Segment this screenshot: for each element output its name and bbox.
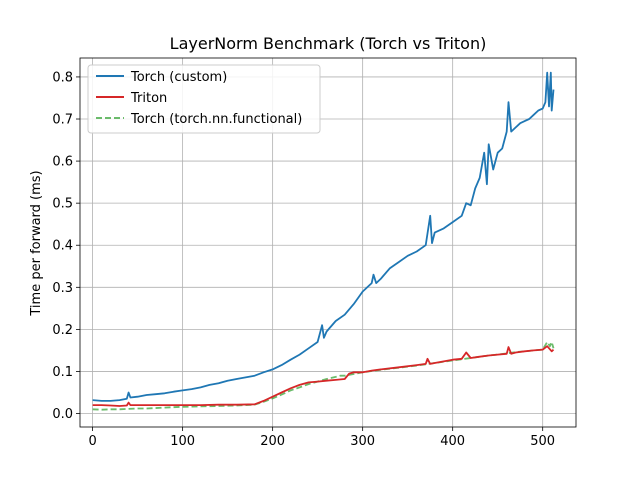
x-tick-label: 500	[530, 434, 555, 449]
plot-frame	[79, 57, 577, 428]
x-axis-ticks: 0 100 200 300 400 500	[88, 427, 555, 449]
y-axis-label: Time per forward (ms)	[29, 170, 44, 316]
legend-label-triton: Triton	[130, 91, 167, 106]
x-tick-label: 100	[170, 434, 195, 449]
x-tick-label: 0	[88, 434, 96, 449]
x-tick-label: 400	[440, 434, 465, 449]
y-axis-ticks: 0.0 0.1 0.2 0.3 0.4 0.5 0.6 0.7 0.8	[52, 70, 80, 422]
chart-title: LayerNorm Benchmark (Torch vs Triton)	[170, 34, 487, 53]
grid	[80, 58, 576, 427]
legend: Torch (custom) Triton Torch (torch.nn.fu…	[87, 64, 321, 134]
legend-label-torch-functional: Torch (torch.nn.functional)	[130, 112, 302, 127]
series-line-1	[92, 345, 555, 407]
y-tick-label: 0.3	[52, 281, 73, 296]
legend-label-torch-custom: Torch (custom)	[130, 70, 227, 85]
x-tick-label: 300	[350, 434, 375, 449]
y-tick-label: 0.4	[52, 239, 73, 254]
x-tick-label: 200	[260, 434, 285, 449]
y-tick-label: 0.5	[52, 197, 73, 212]
y-tick-label: 0.8	[52, 70, 73, 85]
y-tick-label: 0.2	[52, 323, 73, 338]
y-tick-label: 0.7	[52, 113, 73, 128]
legend-box	[87, 64, 321, 134]
series-lines	[92, 71, 555, 411]
y-tick-label: 0.6	[52, 155, 73, 170]
series-line-0	[92, 71, 555, 402]
y-tick-label: 0.0	[52, 407, 73, 422]
y-tick-label: 0.1	[52, 365, 73, 380]
